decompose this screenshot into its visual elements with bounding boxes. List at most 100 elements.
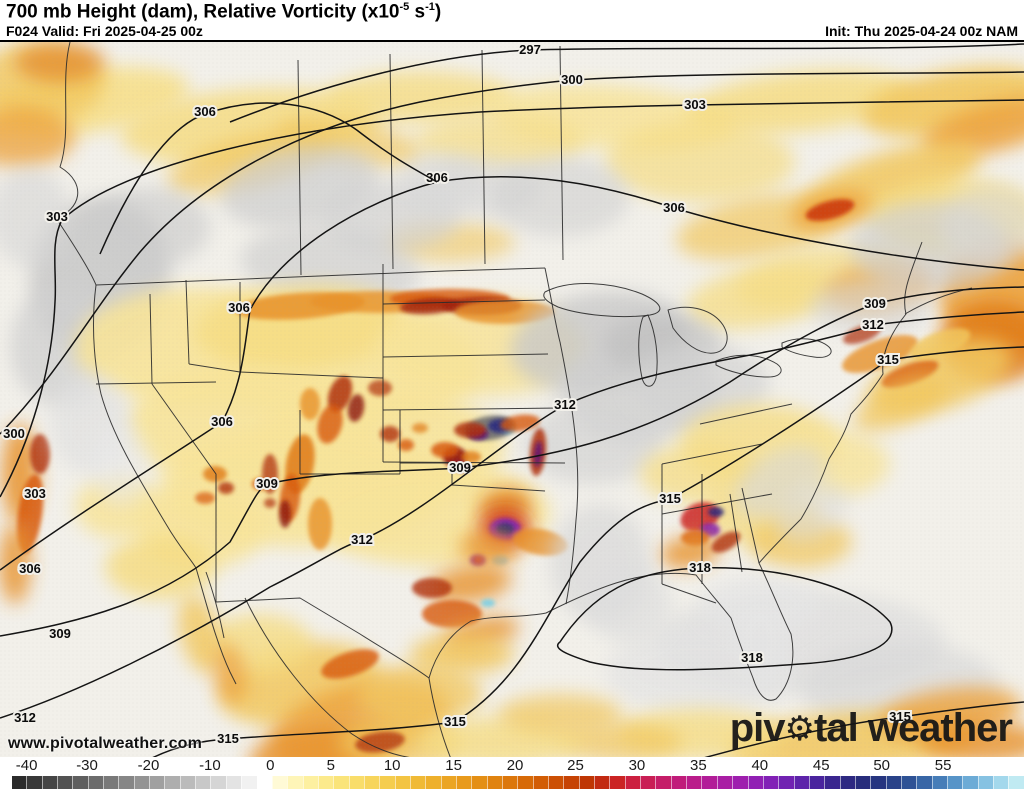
colorbar-swatch (808, 776, 825, 789)
init-time-label: Init: Thu 2025-04-24 00z NAM (825, 23, 1018, 39)
colorbar-swatch (164, 776, 180, 789)
colorbar-swatch (609, 776, 625, 789)
height-contour-309 (0, 286, 1024, 637)
border-line (149, 293, 153, 385)
border-line (729, 493, 743, 573)
border-line (297, 59, 302, 276)
colorbar-swatch (900, 776, 917, 789)
vorticity-height-map: 297 300 300 303 303 303 306 306 306 306 306 306 309 3… (0, 42, 1024, 757)
colorbar-swatch (839, 776, 855, 789)
colorbar-swatch (302, 776, 318, 789)
border-line (667, 306, 728, 354)
colorbar-tick-15: 15 (445, 757, 462, 774)
title-exponent-2: -1 (425, 1, 435, 13)
border-line (382, 407, 561, 411)
title-text: 700 mb Height (dam), Relative Vorticity … (6, 1, 400, 23)
colorbar-swatch (394, 776, 410, 789)
contour-label-315: 315 (889, 709, 911, 724)
colorbar-swatch (425, 776, 441, 789)
colorbar-swatch (72, 776, 88, 789)
border-line (185, 279, 190, 365)
colorbar-swatch (502, 776, 518, 789)
colorbar-swatch (57, 776, 73, 789)
colorbar-swatch (179, 776, 196, 789)
colorbar-tick--40: -40 (15, 757, 38, 774)
colorbar-swatch (486, 776, 502, 789)
contour-label-297: 297 (519, 42, 541, 57)
border-line (400, 462, 546, 492)
colorbar-swatch (701, 776, 717, 789)
colorbar-swatch (655, 776, 671, 789)
valid-time-label: F024 Valid: Fri 2025-04-25 00z (6, 23, 203, 39)
colorbar-swatch (640, 776, 656, 789)
border-line (55, 42, 197, 569)
colorbar-swatch (870, 776, 886, 789)
colorbar-tick-10: 10 (383, 757, 401, 774)
colorbar-swatch (12, 776, 27, 789)
contour-label-312: 312 (554, 397, 576, 412)
contour-label-306: 306 (228, 300, 250, 315)
contour-label-303: 303 (684, 97, 706, 112)
header-bar: 700 mb Height (dam), Relative Vorticity … (0, 0, 1024, 40)
colorbar-swatch (118, 776, 134, 789)
colorbar-swatch (256, 776, 272, 789)
border-line (382, 353, 549, 358)
height-contour-297 (229, 43, 1024, 123)
border-line (188, 363, 241, 373)
colorbar-swatch (716, 776, 733, 789)
height-contour-303 (0, 99, 1024, 498)
border-line (244, 597, 410, 757)
border-line (382, 299, 546, 305)
colorbar-swatch (210, 776, 226, 789)
colorbar-swatch (149, 776, 165, 789)
contour-label-306: 306 (211, 414, 233, 429)
colorbar-swatch (1008, 776, 1024, 789)
colorbar-swatch (885, 776, 901, 789)
map-stipple-texture (0, 42, 1024, 757)
border-line (699, 403, 793, 425)
contour-label-318: 318 (741, 650, 763, 665)
colorbar-swatch (241, 776, 257, 789)
colorbar-tick-5: 5 (326, 757, 335, 774)
colorbar-tick--10: -10 (199, 757, 221, 774)
contour-label-303: 303 (24, 486, 46, 501)
height-contour-315 (152, 346, 1024, 757)
height-contour-300 (0, 71, 1024, 435)
colorbar-swatch (409, 776, 426, 789)
border-line (205, 571, 225, 639)
border-line (444, 267, 546, 272)
colorbar-swatch (732, 776, 748, 789)
contour-label-306: 306 (663, 200, 685, 215)
colorbar-tick-55: 55 (934, 757, 952, 774)
logo-part1: piv (729, 706, 786, 750)
border-line (428, 241, 923, 757)
colorbar-swatch (363, 776, 380, 789)
border-line (195, 567, 237, 685)
border-line (559, 341, 579, 605)
contour-label-318: 318 (689, 560, 711, 575)
colorbar-tick-0: 0 (266, 757, 275, 774)
colorbar-swatches (12, 776, 1024, 789)
colorbar-swatch (762, 776, 779, 789)
colorbar-tick-50: 50 (873, 757, 890, 774)
colorbar-swatch (455, 776, 472, 789)
colorbar-swatch (195, 776, 211, 789)
weather-map: 297 300 300 303 303 303 306 306 306 306 306 306 309 3… (0, 40, 1024, 757)
title-close-paren: ) (434, 1, 442, 23)
colorbar-tick-20: 20 (506, 757, 524, 774)
border-line (239, 371, 384, 379)
colorbar-swatch (532, 776, 549, 789)
colorbar-swatch (41, 776, 58, 789)
colorbar-swatch (271, 776, 288, 789)
border-line (382, 461, 566, 464)
contour-label-312: 312 (862, 317, 884, 332)
contour-label-312: 312 (351, 532, 373, 547)
colorbar-tick--30: -30 (76, 757, 98, 774)
colorbar-swatch (333, 776, 349, 789)
colorbar-swatch (916, 776, 932, 789)
gear-icon: ⚙ (784, 710, 816, 748)
colorbar-swatch (778, 776, 794, 789)
vorticity-colorbar: -40 -30 -20 -10 0 5 10 15 20 25 30 35 40 45 50 55 (0, 757, 1024, 791)
colorbar-swatch (440, 776, 456, 789)
colorbar-tick-35: 35 (690, 757, 707, 774)
